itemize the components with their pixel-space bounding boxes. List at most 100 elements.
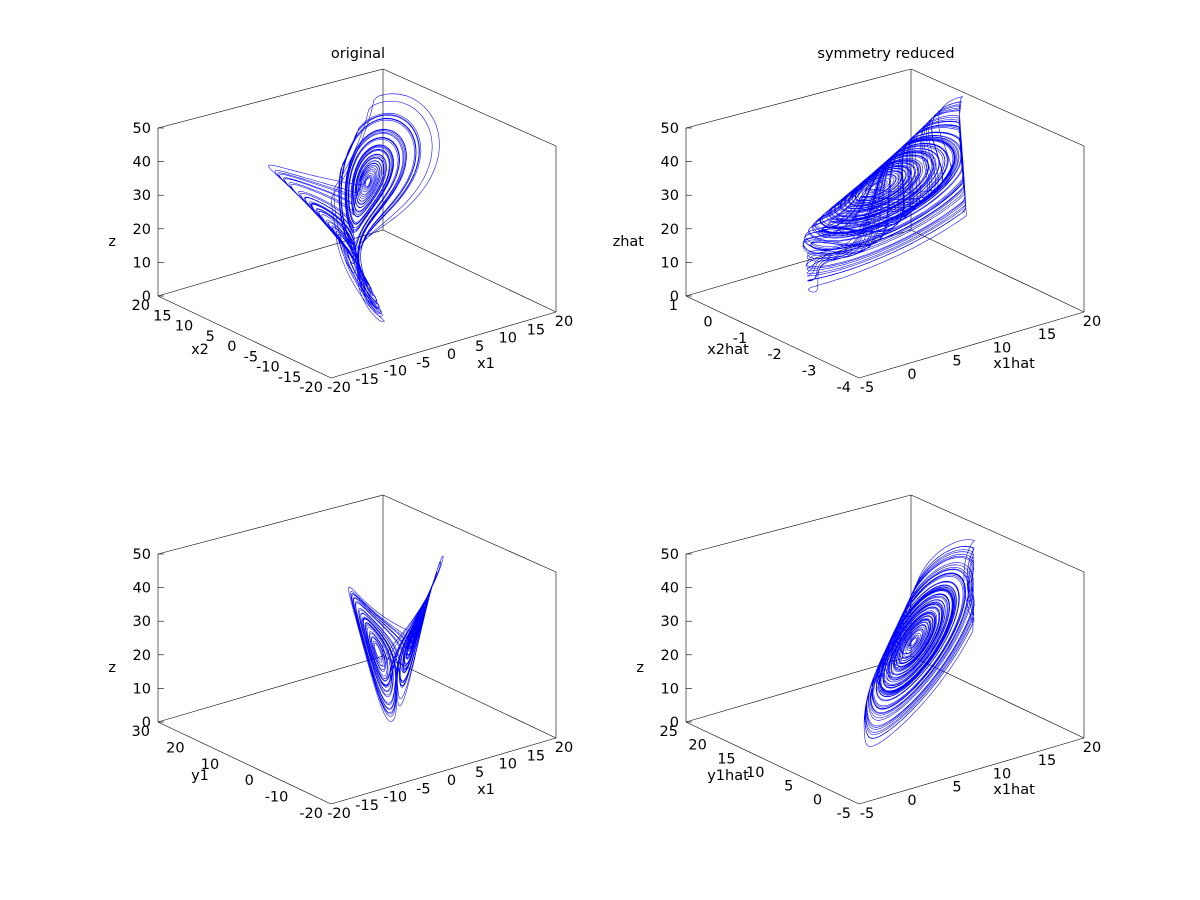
y-tick-label: -4	[837, 380, 851, 396]
y-tick-label: 5	[784, 779, 793, 795]
y-tick-label: -5	[837, 806, 851, 822]
y-axis-label: y1hat	[707, 768, 749, 784]
trajectory-line	[864, 540, 974, 747]
x-tick-label: 15	[1038, 753, 1056, 769]
x-tick-label: 20	[1083, 740, 1101, 756]
y-tick-label: 30	[132, 724, 150, 740]
x-tick-label: 0	[447, 773, 456, 789]
z-tick-label: 40	[133, 155, 151, 171]
box-edge	[911, 656, 1084, 738]
z-tick-label: 20	[661, 648, 679, 664]
z-tick-label: 50	[661, 547, 679, 563]
box-edge	[158, 722, 331, 804]
z-tick-label: 30	[133, 614, 151, 630]
x-tick-label: -10	[383, 790, 407, 806]
z-tick-label: 30	[661, 614, 679, 630]
z-tick-label: 40	[661, 581, 679, 597]
x-tick-label: 15	[527, 322, 545, 338]
z-tick-label: 50	[133, 121, 151, 137]
box-edge	[383, 495, 556, 572]
x-axis-label: x1	[477, 782, 495, 798]
x-tick-label: 15	[527, 748, 545, 764]
x-tick-label: 15	[1038, 327, 1056, 343]
y-tick-label: -3	[802, 364, 816, 380]
x-tick-label: -5	[860, 806, 874, 822]
z-tick-label: 20	[661, 222, 679, 238]
x-axis-label: x1	[477, 356, 495, 372]
x-axis-label: x1hat	[993, 356, 1035, 372]
box-edge	[686, 495, 911, 554]
subplot-1: original01020304050z20151050-5-10-15-20x…	[108, 46, 573, 396]
z-tick-label: 40	[133, 581, 151, 597]
box-edge	[686, 722, 859, 804]
x-tick-label: 5	[475, 339, 484, 355]
x-tick-label: 0	[907, 367, 916, 383]
z-tick-label: 10	[133, 255, 151, 271]
box-edge	[686, 296, 859, 378]
y-tick-label: 20	[132, 298, 150, 314]
y-tick-label: 25	[660, 724, 678, 740]
x-tick-label: 5	[952, 354, 961, 370]
y-tick-label: -20	[299, 806, 323, 822]
box-edge	[158, 495, 383, 554]
chart-title: original	[331, 46, 385, 62]
box-edge	[859, 312, 1084, 378]
box-edge	[158, 656, 383, 722]
y-axis-label: x2	[191, 342, 209, 358]
box-edge	[158, 69, 383, 128]
x-tick-label: 10	[993, 766, 1011, 782]
trajectory-line	[348, 556, 443, 722]
y-tick-label: 0	[227, 339, 236, 355]
box-edge	[859, 738, 1084, 804]
x-tick-label: -5	[416, 355, 430, 371]
y-tick-label: -10	[265, 790, 289, 806]
box-edge	[383, 656, 556, 738]
z-tick-label: 40	[661, 155, 679, 171]
box-edge	[158, 296, 331, 378]
box-edge	[686, 230, 911, 296]
trajectory-line	[269, 94, 440, 322]
x-tick-label: 20	[1083, 314, 1101, 330]
z-tick-label: 10	[661, 255, 679, 271]
z-tick-label: 30	[661, 188, 679, 204]
box-edge	[686, 69, 911, 128]
y-tick-label: 1	[669, 298, 678, 314]
subplot-3: 01020304050z3020100-10-20y1-20-15-10-505…	[108, 495, 573, 822]
x-tick-label: 0	[447, 347, 456, 363]
chart-title: symmetry reduced	[817, 46, 954, 62]
y-tick-label: 0	[245, 773, 254, 789]
box-edge	[383, 69, 556, 146]
subplot-4: 01020304050z2520151050-5y1hat-505101520x…	[636, 495, 1101, 822]
z-tick-label: 20	[133, 222, 151, 238]
x-tick-label: 10	[499, 757, 517, 773]
box-edge	[331, 738, 556, 804]
y-tick-label: 0	[813, 792, 822, 808]
z-tick-label: 30	[133, 188, 151, 204]
y-tick-label: 15	[153, 308, 171, 324]
subplot-2: symmetry reduced01020304050zhat10-1-2-3-…	[613, 46, 1102, 396]
x-tick-label: 20	[555, 314, 573, 330]
z-axis-label: z	[636, 660, 644, 676]
y-tick-label: 10	[175, 319, 193, 335]
x-tick-label: -20	[327, 380, 351, 396]
x-tick-label: -15	[355, 798, 379, 814]
z-axis-label: z	[108, 660, 116, 676]
x-tick-label: 5	[475, 765, 484, 781]
x-tick-label: 5	[952, 780, 961, 796]
x-tick-label: -5	[416, 781, 430, 797]
y-axis-label: y1	[191, 768, 209, 784]
box-edge	[383, 230, 556, 312]
x-tick-label: -5	[860, 380, 874, 396]
x-tick-label: 10	[993, 340, 1011, 356]
x-tick-label: 20	[555, 740, 573, 756]
y-tick-label: -2	[767, 347, 781, 363]
x-tick-label: 0	[907, 793, 916, 809]
box-edge	[911, 69, 1084, 146]
box-edge	[331, 312, 556, 378]
x-tick-label: -10	[383, 364, 407, 380]
trajectory-line	[803, 97, 966, 293]
y-tick-label: 20	[166, 740, 184, 756]
y-tick-label: -10	[256, 360, 280, 376]
y-tick-label: 20	[688, 738, 706, 754]
